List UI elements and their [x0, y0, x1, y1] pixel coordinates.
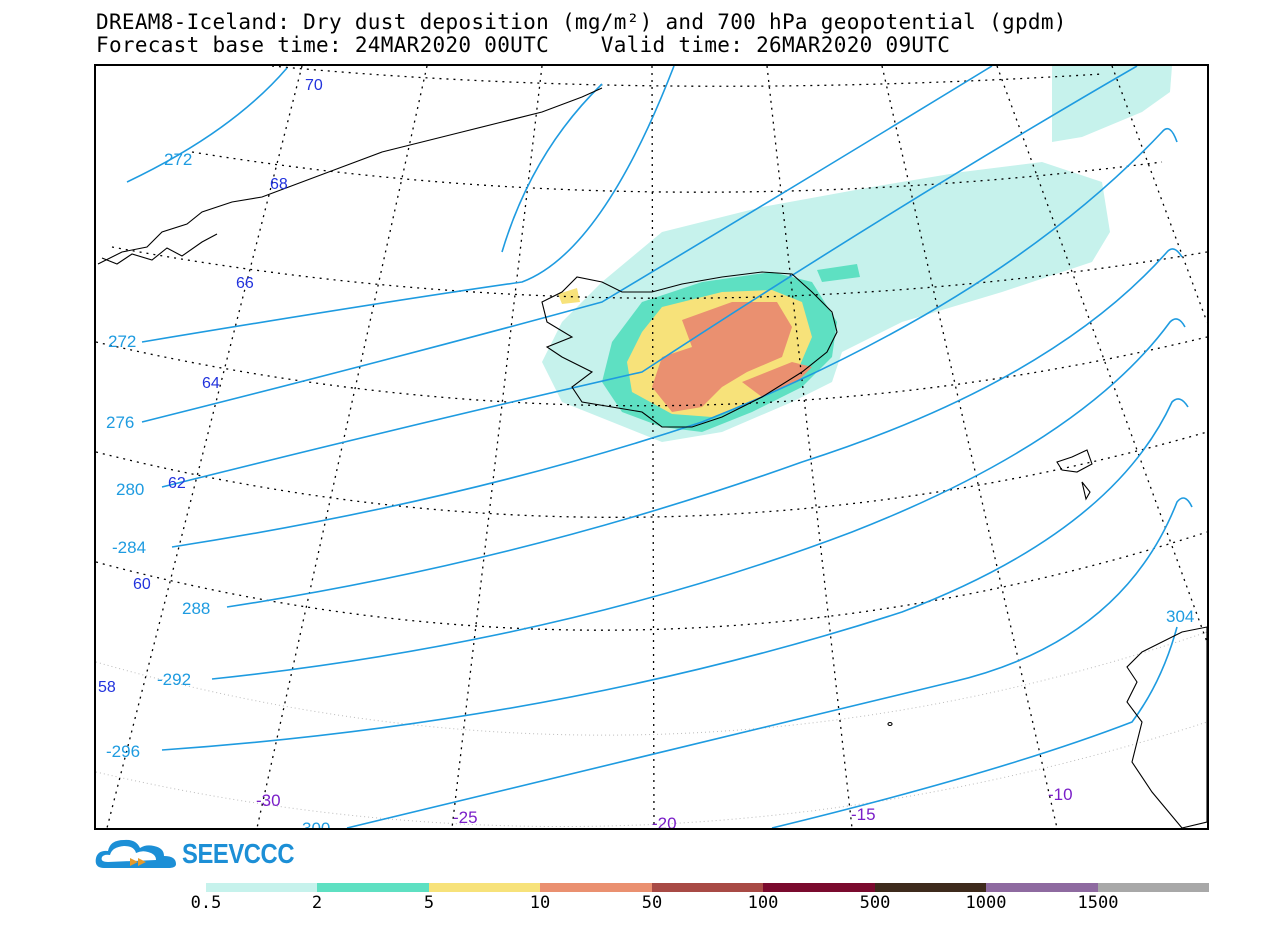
latitude-label: 58 [98, 679, 116, 696]
latitude-label: 66 [236, 275, 254, 292]
legend-swatch [428, 883, 541, 892]
longitude-lines [106, 66, 1207, 828]
map-title: DREAM8-Iceland: Dry dust deposition (mg/… [96, 10, 1067, 34]
legend-swatch [206, 883, 318, 892]
legend-label: 50 [641, 893, 663, 913]
isoline-label: 272 [108, 332, 136, 351]
latitude-label: 64 [202, 375, 220, 392]
forecast-times: Forecast base time: 24MAR2020 00UTC Vali… [96, 33, 951, 57]
legend-swatch [651, 883, 764, 892]
legend-label: 5 [423, 893, 435, 913]
latitude-label: 70 [305, 77, 323, 94]
longitude-label: -20 [652, 814, 677, 828]
legend-swatch [986, 883, 1098, 892]
logo-text: SEEVCCC [182, 838, 295, 869]
legend-swatch [763, 883, 875, 892]
legend-label: 1000 [965, 893, 1007, 913]
legend-swatch [1097, 883, 1209, 892]
cloud-icon [95, 839, 176, 868]
dust-field-10 [652, 302, 812, 412]
isoline-label: 276 [106, 413, 134, 432]
longitude-labels: -30 -25 -20 -15 -10 [256, 785, 1073, 828]
legend-swatch [317, 883, 429, 892]
longitude-label: -30 [256, 791, 281, 810]
legend-swatch [874, 883, 987, 892]
latitude-lines-grey [96, 631, 1207, 827]
latitude-lines [96, 66, 1207, 631]
legend-label: 100 [747, 893, 779, 913]
longitude-label: -25 [453, 808, 478, 827]
coastlines [97, 87, 1207, 828]
longitude-label: -10 [1048, 785, 1073, 804]
map-panel: 272 272 276 280 -284 288 -292 -296 300 3… [94, 64, 1209, 830]
isoline-label: 272 [164, 150, 192, 169]
latitude-label: 62 [168, 475, 186, 492]
isoline-label: 300 [302, 819, 330, 828]
seevccc-logo: SEEVCCC [94, 834, 304, 872]
latitude-label: 68 [270, 176, 288, 193]
isoline-label: -296 [106, 742, 140, 761]
latitude-labels: 70 68 66 64 62 60 58 [98, 77, 323, 696]
legend-label: 1500 [1077, 893, 1119, 913]
isoline-label: 280 [116, 480, 144, 499]
legend-label: 0.5 [190, 893, 222, 913]
map-canvas: 272 272 276 280 -284 288 -292 -296 300 3… [96, 66, 1207, 828]
isoline-label: -284 [112, 538, 146, 557]
longitude-label: -15 [851, 805, 876, 824]
geopotential-isolines [126, 66, 1193, 828]
isoline-label: -292 [157, 670, 191, 689]
isoline-labels: 272 272 276 280 -284 288 -292 -296 300 3… [106, 150, 1194, 828]
legend-label: 2 [311, 893, 323, 913]
isoline-label: 288 [182, 599, 210, 618]
latitude-label: 60 [133, 576, 151, 593]
legend-label: 10 [529, 893, 551, 913]
legend-label: 500 [859, 893, 891, 913]
color-legend [206, 883, 1209, 892]
legend-swatch [540, 883, 652, 892]
isoline-label: 304 [1166, 607, 1194, 626]
